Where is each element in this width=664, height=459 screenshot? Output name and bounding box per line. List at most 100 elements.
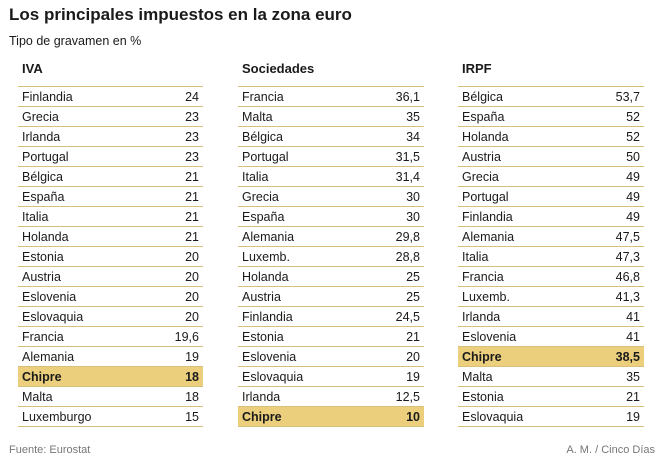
tax-rate-value: 25 bbox=[406, 269, 420, 284]
tax-rate-value: 20 bbox=[185, 289, 199, 304]
highlighted-table-row: Chipre 18 bbox=[18, 367, 203, 387]
country-label: Estonia bbox=[22, 249, 64, 264]
table-row: Italia 31,4 bbox=[238, 167, 424, 187]
table-row: Italia 21 bbox=[18, 207, 203, 227]
table-row: Malta 35 bbox=[238, 107, 424, 127]
table-row: Estonia 21 bbox=[458, 387, 644, 407]
country-label: Grecia bbox=[242, 189, 279, 204]
country-label: Bélgica bbox=[462, 89, 503, 104]
tax-rate-value: 21 bbox=[185, 169, 199, 184]
tax-rate-value: 35 bbox=[406, 109, 420, 124]
country-label: Holanda bbox=[22, 229, 69, 244]
tax-rate-value: 41 bbox=[626, 329, 640, 344]
tax-rate-value: 20 bbox=[185, 269, 199, 284]
country-label: Holanda bbox=[242, 269, 289, 284]
tax-rate-value: 21 bbox=[185, 229, 199, 244]
country-label: Chipre bbox=[462, 349, 502, 364]
table-row: Alemania 19 bbox=[18, 347, 203, 367]
tax-rate-value: 35 bbox=[626, 369, 640, 384]
tax-rate-value: 19 bbox=[406, 369, 420, 384]
country-label: Italia bbox=[242, 169, 269, 184]
country-label: Bélgica bbox=[242, 129, 283, 144]
iva-table-header: IVA bbox=[22, 61, 43, 76]
table-row: Finlandia 24 bbox=[18, 87, 203, 107]
table-row: Irlanda 23 bbox=[18, 127, 203, 147]
tax-rate-value: 19 bbox=[626, 409, 640, 424]
table-row: Portugal 31,5 bbox=[238, 147, 424, 167]
tax-rate-value: 52 bbox=[626, 109, 640, 124]
country-label: Malta bbox=[242, 109, 273, 124]
table-row: Holanda 21 bbox=[18, 227, 203, 247]
table-row: Estonia 21 bbox=[238, 327, 424, 347]
tax-rate-value: 28,8 bbox=[395, 249, 420, 264]
table-row: Finlandia 49 bbox=[458, 207, 644, 227]
country-label: Estonia bbox=[242, 329, 284, 344]
table-row: Grecia 30 bbox=[238, 187, 424, 207]
iva-table-rows: Finlandia 24 Grecia 23 Irlanda 23 Portugal 23 Bé… bbox=[18, 86, 203, 427]
table-row: Alemania 47,5 bbox=[458, 227, 644, 247]
country-label: Chipre bbox=[242, 409, 282, 424]
table-row: Eslovaquia 20 bbox=[18, 307, 203, 327]
country-label: Francia bbox=[462, 269, 504, 284]
table-row: Holanda 52 bbox=[458, 127, 644, 147]
tax-rate-value: 19 bbox=[185, 349, 199, 364]
chart-title: Los principales impuestos en la zona eur… bbox=[9, 5, 352, 24]
tax-rate-value: 19,6 bbox=[174, 329, 199, 344]
country-label: España bbox=[242, 209, 285, 224]
tax-rate-value: 47,3 bbox=[615, 249, 640, 264]
sociedades-table: Sociedades Francia 36,1 Malta 35 Bélgica 34 Po… bbox=[238, 59, 424, 427]
country-label: Bélgica bbox=[22, 169, 63, 184]
tax-rate-value: 12,5 bbox=[395, 389, 420, 404]
tax-rate-value: 18 bbox=[185, 369, 199, 384]
table-row: Portugal 23 bbox=[18, 147, 203, 167]
table-row: Eslovaquia 19 bbox=[458, 407, 644, 427]
table-row: Grecia 49 bbox=[458, 167, 644, 187]
tax-rate-value: 53,7 bbox=[615, 89, 640, 104]
table-row: España 21 bbox=[18, 187, 203, 207]
table-row: Bélgica 34 bbox=[238, 127, 424, 147]
tax-rate-value: 49 bbox=[626, 169, 640, 184]
country-label: Italia bbox=[22, 209, 49, 224]
table-row: Austria 25 bbox=[238, 287, 424, 307]
country-label: España bbox=[462, 109, 505, 124]
tax-rate-value: 15 bbox=[185, 409, 199, 424]
country-label: Luxemb. bbox=[242, 249, 290, 264]
table-row: Malta 35 bbox=[458, 367, 644, 387]
table-row: Holanda 25 bbox=[238, 267, 424, 287]
tax-rate-value: 21 bbox=[185, 189, 199, 204]
country-label: Austria bbox=[22, 269, 61, 284]
sociedades-table-header: Sociedades bbox=[242, 61, 315, 76]
country-label: Grecia bbox=[22, 109, 59, 124]
country-label: Grecia bbox=[462, 169, 499, 184]
country-label: Irlanda bbox=[22, 129, 61, 144]
tax-rate-value: 23 bbox=[185, 109, 199, 124]
country-label: Irlanda bbox=[462, 309, 501, 324]
table-row: Luxemburgo 15 bbox=[18, 407, 203, 427]
country-label: Italia bbox=[462, 249, 489, 264]
country-label: España bbox=[22, 189, 65, 204]
table-row: Austria 50 bbox=[458, 147, 644, 167]
table-row: España 30 bbox=[238, 207, 424, 227]
country-label: Eslovenia bbox=[462, 329, 517, 344]
sociedades-table-rows: Francia 36,1 Malta 35 Bélgica 34 Portugal 31,5 I… bbox=[238, 86, 424, 427]
table-row: Estonia 20 bbox=[18, 247, 203, 267]
tax-rate-value: 41 bbox=[626, 309, 640, 324]
country-label: Eslovenia bbox=[242, 349, 297, 364]
country-label: Portugal bbox=[242, 149, 289, 164]
country-label: Francia bbox=[242, 89, 284, 104]
source-note: Fuente: Eurostat bbox=[9, 444, 91, 456]
table-row: Grecia 23 bbox=[18, 107, 203, 127]
tax-rate-value: 50 bbox=[626, 149, 640, 164]
country-label: Holanda bbox=[462, 129, 509, 144]
table-row: Irlanda 12,5 bbox=[238, 387, 424, 407]
country-label: Eslovaquia bbox=[242, 369, 304, 384]
table-row: Eslovenia 20 bbox=[18, 287, 203, 307]
table-row: Francia 19,6 bbox=[18, 327, 203, 347]
tax-rate-value: 49 bbox=[626, 209, 640, 224]
tax-rate-value: 21 bbox=[626, 389, 640, 404]
tax-rate-value: 20 bbox=[185, 249, 199, 264]
highlighted-table-row: Chipre 38,5 bbox=[458, 347, 644, 367]
table-row: España 52 bbox=[458, 107, 644, 127]
irpf-table-rows: Bélgica 53,7 España 52 Holanda 52 Austria 50 Gre… bbox=[458, 86, 644, 427]
country-label: Eslovaquia bbox=[462, 409, 524, 424]
